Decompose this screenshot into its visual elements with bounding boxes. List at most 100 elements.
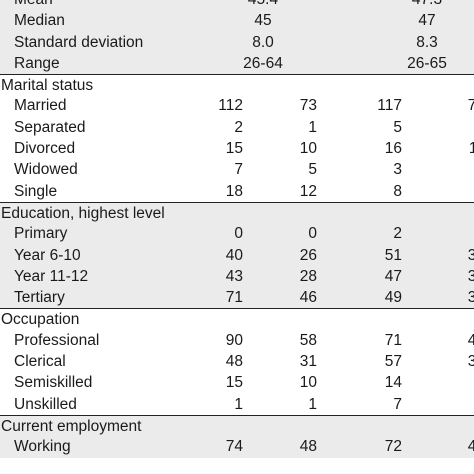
table-row: Married 112 73 117 79 xyxy=(0,95,474,116)
section-header-row: Education, highest level xyxy=(0,201,474,224)
value-cell-col-4: 3 xyxy=(425,117,474,138)
value-cell-col-4: 34 xyxy=(467,246,474,264)
value-cell-col-1: 18 xyxy=(225,182,243,200)
section-header-row: Marital status xyxy=(0,74,474,95)
value-cell-col-3: 71 xyxy=(384,331,402,349)
value-cell-col-2: 48 xyxy=(299,438,317,456)
value-cell-col-1: 8.0 xyxy=(252,33,274,51)
value-cell-col-1: 2 xyxy=(234,118,243,136)
value-cell-col-1: 1 xyxy=(234,395,243,413)
value-cell-col-2: 58 xyxy=(299,331,317,349)
value-cell-col-1: 45.4 xyxy=(228,0,298,10)
value-cell-col-4: 1 xyxy=(425,223,474,244)
value-cell-col-4: 5 xyxy=(425,394,474,415)
table-row: Widowed 7 5 3 2 xyxy=(0,159,474,180)
row-label: Single xyxy=(14,182,58,200)
value-cell-col-4: 33 xyxy=(467,289,474,307)
value-cell-col-1: 0 xyxy=(234,225,243,243)
table-row: Semiskilled 15 10 14 9 xyxy=(0,372,474,393)
row-label: Professional xyxy=(14,331,100,349)
value-cell-col-4: 11 xyxy=(468,140,474,158)
section-header-row: Current employment xyxy=(0,414,474,437)
value-cell-col-3: 72 xyxy=(384,438,402,456)
value-cell-col-3: 49 xyxy=(384,289,402,307)
table-row: Primary 0 0 2 1 xyxy=(0,223,474,245)
row-label: Standard deviation xyxy=(14,33,144,51)
value-cell-col-2: 26 xyxy=(299,246,317,264)
value-cell-col-3: 26-65 xyxy=(407,54,447,72)
value-cell-col-3: 14 xyxy=(384,374,402,392)
value-cell-col-3: 117 xyxy=(377,97,402,115)
value-cell-col-2: 0 xyxy=(308,225,317,243)
row-label: Working xyxy=(14,438,71,456)
row-label: Married xyxy=(14,97,67,115)
value-cell-col-2: 5 xyxy=(308,161,317,179)
table-row: Mean 45.4 47.3 xyxy=(0,0,474,11)
value-cell-col-2: 10 xyxy=(299,374,317,392)
section-label: Marital status xyxy=(1,77,94,95)
table-row: Professional 90 58 71 48 xyxy=(0,330,474,351)
table-row: Year 11-12 43 28 47 32 xyxy=(0,265,474,288)
row-label: Unskilled xyxy=(14,395,77,413)
row-label: Clerical xyxy=(14,353,66,371)
table-row: Unskilled 1 1 7 5 xyxy=(0,394,474,415)
value-cell-col-2: 46 xyxy=(299,289,317,307)
value-cell-col-2: 10 xyxy=(299,140,317,158)
section-label: Education, highest level xyxy=(1,204,165,222)
table-row: Standard deviation 8.0 8.3 xyxy=(0,31,474,53)
table-row: Median 45 47 xyxy=(0,10,474,32)
value-cell-col-3: 51 xyxy=(384,246,402,264)
row-label: Semiskilled xyxy=(14,374,93,392)
table-row: Range 26-64 26-65 xyxy=(0,52,474,75)
value-cell-col-3: 2 xyxy=(393,225,402,243)
value-cell-col-4: 5 xyxy=(425,181,474,202)
value-cell-col-1: 7 xyxy=(234,161,243,179)
value-cell-col-4: 2 xyxy=(425,159,474,180)
value-cell-col-3: 5 xyxy=(393,118,402,136)
demographics-table: Mean 45.4 47.3 Median 45 47 Standard deviation… xyxy=(0,0,474,458)
value-cell-col-1: 112 xyxy=(218,97,243,115)
row-label: Tertiary xyxy=(14,289,65,307)
row-label: Primary xyxy=(14,225,68,243)
value-cell-col-3: 47.3 xyxy=(392,0,462,10)
value-cell-col-1: 43 xyxy=(225,267,243,285)
table-row: Clerical 48 31 57 38 xyxy=(0,351,474,372)
value-cell-col-1: 26-64 xyxy=(243,54,283,72)
section-header-row: Occupation xyxy=(0,308,474,329)
table-row: Working 74 48 72 48 xyxy=(0,436,474,458)
table-row: Separated 2 1 5 3 xyxy=(0,117,474,138)
row-label: Widowed xyxy=(14,161,78,179)
value-cell-col-3: 8 xyxy=(393,182,402,200)
row-label: Median xyxy=(14,12,65,30)
row-label: Mean xyxy=(14,0,53,10)
row-label: Range xyxy=(14,54,60,72)
value-cell-col-1: 74 xyxy=(225,438,243,456)
value-cell-col-1: 90 xyxy=(225,331,243,349)
value-cell-col-2: 28 xyxy=(299,267,317,285)
section-label: Current employment xyxy=(1,417,142,435)
value-cell-col-3: 47 xyxy=(418,12,436,30)
value-cell-col-2: 12 xyxy=(299,182,317,200)
value-cell-col-4: 48 xyxy=(467,331,474,349)
value-cell-col-3: 16 xyxy=(384,140,402,158)
value-cell-col-2: 1 xyxy=(308,395,317,413)
value-cell-col-4: 38 xyxy=(467,353,474,371)
value-cell-col-4: 48 xyxy=(467,438,474,456)
value-cell-col-3: 3 xyxy=(393,161,402,179)
table-row: Year 6-10 40 26 51 34 xyxy=(0,244,474,266)
value-cell-col-1: 15 xyxy=(225,140,243,158)
row-label: Separated xyxy=(14,118,86,136)
row-label: Year 6-10 xyxy=(14,246,81,264)
table-row: Tertiary 71 46 49 33 xyxy=(0,287,474,309)
value-cell-col-3: 47 xyxy=(384,267,402,285)
value-cell-col-1: 45 xyxy=(254,12,272,30)
row-label: Year 11-12 xyxy=(14,267,89,285)
value-cell-col-4: 32 xyxy=(467,267,474,285)
value-cell-col-4: 79 xyxy=(467,97,474,115)
table-row: Single 18 12 8 5 xyxy=(0,181,474,202)
value-cell-col-2: 73 xyxy=(299,97,317,115)
table-row: Divorced 15 10 16 11 xyxy=(0,138,474,159)
row-label: Divorced xyxy=(14,140,76,158)
value-cell-col-3: 7 xyxy=(393,395,402,413)
value-cell-col-4: 9 xyxy=(425,372,474,393)
